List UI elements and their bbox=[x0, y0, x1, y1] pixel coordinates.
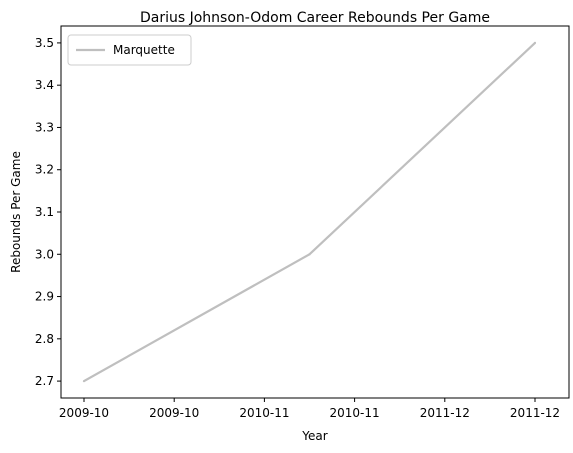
data-point bbox=[533, 41, 537, 45]
x-axis-label: Year bbox=[301, 429, 327, 443]
x-axis: 2009-10 2009-10 2010-11 2010-11 2011-12 2011-… bbox=[59, 398, 560, 420]
data-point bbox=[82, 379, 86, 383]
x-tick-label: 2011-12 bbox=[510, 406, 560, 420]
x-tick-label: 2009-10 bbox=[149, 406, 199, 420]
y-tick-label: 2.7 bbox=[35, 374, 54, 388]
x-tick-label: 2010-11 bbox=[239, 406, 289, 420]
legend-frame bbox=[67, 34, 192, 66]
y-tick-label: 3.5 bbox=[35, 36, 54, 50]
y-axis: 2.7 2.8 2.9 3.0 3.1 3.2 3.3 3.4 3.5 bbox=[35, 36, 61, 388]
y-axis-label: Rebounds Per Game bbox=[9, 151, 23, 273]
data-point bbox=[308, 253, 311, 256]
y-tick-label: 3.2 bbox=[35, 163, 54, 177]
legend-label-marquette: Marquette bbox=[113, 43, 175, 57]
y-tick-label: 2.9 bbox=[35, 290, 54, 304]
x-tick-label: 2010-11 bbox=[330, 406, 380, 420]
y-tick-label: 3.4 bbox=[35, 78, 54, 92]
y-tick-label: 3.1 bbox=[35, 205, 54, 219]
series-layer bbox=[82, 41, 537, 383]
x-tick-label: 2011-12 bbox=[420, 406, 470, 420]
series-line-marquette bbox=[83, 42, 536, 383]
x-tick-label: 2009-10 bbox=[59, 406, 109, 420]
y-tick-label: 2.8 bbox=[35, 332, 54, 346]
legend: Marquette bbox=[67, 34, 192, 66]
y-tick-label: 3.3 bbox=[35, 120, 54, 134]
y-tick-label: 3.0 bbox=[35, 247, 54, 261]
chart-title: Darius Johnson-Odom Career Rebounds Per … bbox=[140, 10, 490, 26]
